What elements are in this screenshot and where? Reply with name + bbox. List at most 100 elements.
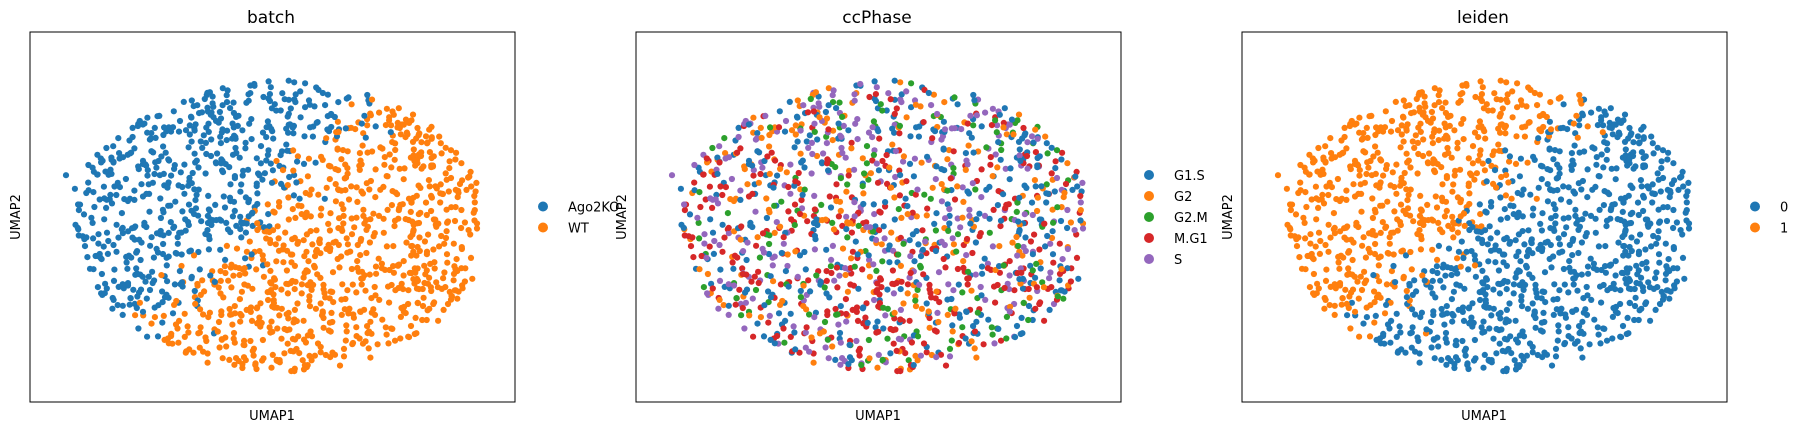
scatter-point	[1538, 176, 1545, 183]
scatter-point	[1372, 170, 1379, 177]
scatter-point	[1626, 124, 1633, 132]
scatter-point	[698, 252, 705, 260]
scatter-point	[1626, 156, 1633, 163]
scatter-point	[292, 214, 299, 221]
scatter-point	[151, 314, 158, 321]
scatter-point	[437, 140, 444, 147]
scatter-point	[969, 180, 976, 187]
scatter-point	[851, 91, 858, 98]
scatter-point	[963, 252, 970, 259]
scatter-point	[1670, 224, 1677, 232]
scatter-point	[1479, 160, 1486, 167]
scatter-point	[771, 202, 778, 209]
scatter-point	[1503, 234, 1510, 241]
scatter-point	[863, 300, 870, 307]
scatter-point	[1679, 254, 1687, 261]
scatter-point	[387, 129, 394, 136]
scatter-point	[128, 254, 135, 261]
scatter-point	[782, 317, 789, 324]
scatter-point	[802, 329, 809, 336]
scatter-point	[916, 281, 923, 288]
scatter-point	[247, 308, 254, 315]
scatter-point	[1418, 309, 1425, 316]
scatter-point	[264, 261, 271, 268]
scatter-point	[437, 199, 444, 206]
scatter-point	[1627, 286, 1635, 293]
scatter-point	[1436, 226, 1444, 233]
scatter-point	[992, 266, 999, 274]
scatter-point	[291, 368, 298, 375]
scatter-point	[294, 153, 301, 160]
scatter-point	[829, 343, 836, 350]
scatter-point	[413, 285, 421, 292]
scatter-point	[1389, 169, 1396, 176]
scatter-point	[873, 267, 880, 274]
scatter-point	[366, 186, 373, 193]
scatter-point	[955, 339, 963, 347]
scatter-point	[1424, 201, 1431, 208]
scatter-point	[989, 331, 996, 338]
scatter-point	[198, 218, 205, 225]
scatter-point	[248, 251, 255, 258]
scatter-point	[912, 191, 919, 198]
scatter-point	[1665, 256, 1672, 263]
scatter-point	[998, 146, 1005, 154]
scatter-point	[808, 334, 815, 341]
scatter-point	[151, 124, 158, 131]
scatter-point	[85, 179, 92, 186]
scatter-point	[447, 147, 455, 154]
scatter-point	[361, 220, 368, 227]
scatter-point	[855, 285, 862, 292]
scatter-point	[725, 281, 732, 288]
scatter-point	[755, 268, 762, 275]
scatter-point	[842, 296, 850, 303]
scatter-point	[360, 206, 367, 213]
scatter-point	[336, 215, 343, 222]
scatter-point	[938, 238, 945, 245]
scatter-point	[749, 223, 756, 231]
scatter-point	[427, 284, 434, 291]
scatter-point	[958, 126, 965, 133]
scatter-point	[1358, 136, 1365, 143]
scatter-point	[233, 245, 241, 252]
scatter-point	[1345, 304, 1352, 312]
scatter-point	[1448, 154, 1455, 161]
scatter-point	[873, 288, 880, 296]
scatter-point	[837, 339, 844, 346]
scatter-point	[1412, 132, 1419, 139]
scatter-points	[62, 77, 481, 375]
scatter-point	[787, 161, 794, 168]
scatter-point	[863, 143, 871, 150]
scatter-point	[158, 272, 165, 279]
scatter-point	[1663, 287, 1670, 294]
panel-title: leiden	[1457, 8, 1509, 28]
scatter-point	[879, 356, 886, 363]
scatter-point	[985, 316, 992, 323]
scatter-point	[1315, 285, 1322, 292]
scatter-point	[422, 199, 430, 206]
scatter-point	[436, 243, 443, 250]
scatter-point	[1534, 102, 1541, 109]
scatter-point	[1445, 355, 1452, 362]
scatter-point	[954, 183, 961, 190]
scatter-point	[433, 185, 440, 192]
scatter-point	[1414, 170, 1421, 177]
scatter-point	[785, 283, 792, 290]
scatter-point	[890, 247, 897, 254]
scatter-point	[1560, 124, 1567, 131]
scatter-point	[1464, 360, 1471, 367]
scatter-point	[343, 235, 350, 242]
scatter-point	[1486, 223, 1493, 230]
scatter-point	[914, 357, 921, 364]
scatter-point	[156, 172, 163, 179]
scatter-point	[238, 181, 245, 188]
scatter-point	[777, 165, 784, 172]
scatter-point	[1597, 340, 1604, 347]
scatter-point	[1684, 188, 1691, 195]
scatter-point	[1397, 222, 1404, 229]
scatter-point	[473, 179, 480, 186]
scatter-point	[1588, 296, 1595, 303]
scatter-point	[145, 273, 152, 280]
scatter-point	[795, 169, 802, 177]
scatter-point	[934, 309, 941, 316]
